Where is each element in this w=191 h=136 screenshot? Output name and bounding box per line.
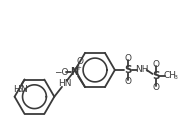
Text: S: S [124,65,132,75]
Text: 2: 2 [18,88,22,93]
Text: H: H [13,85,20,94]
Text: HN: HN [58,79,71,88]
Text: N: N [70,67,78,77]
Text: 3: 3 [173,75,177,80]
Text: O: O [124,77,131,86]
Text: N: N [20,85,27,94]
Text: O: O [124,54,131,63]
Text: +: + [75,65,81,71]
Text: O: O [152,60,159,69]
Text: NH: NH [135,65,148,75]
Text: O: O [152,83,159,92]
Text: CH: CH [164,71,177,80]
Text: O: O [77,57,84,66]
Text: S: S [152,71,159,81]
Text: −O: −O [54,68,69,77]
